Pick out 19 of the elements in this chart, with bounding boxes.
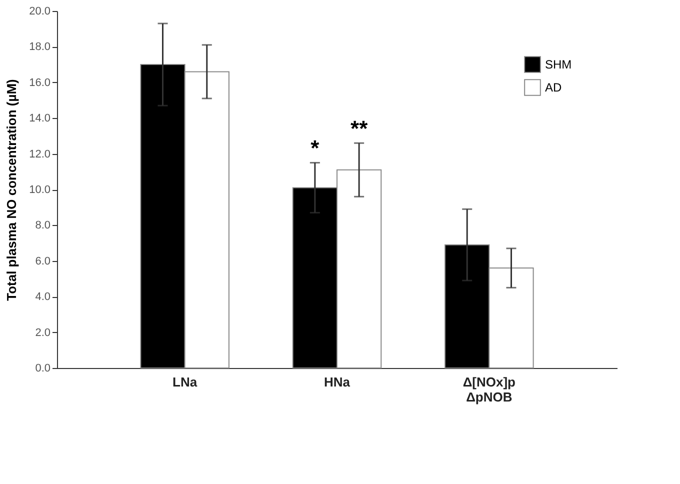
y-tick-label: 20.0 [29, 6, 50, 18]
y-tick-label: 18.0 [29, 41, 50, 54]
x-tick-label: Δ[NOx]p ΔpNOB [462, 374, 516, 404]
y-tick-label: 12.0 [29, 148, 50, 160]
y-tick-label: 10.0 [29, 184, 50, 196]
annotation: * [310, 136, 320, 161]
y-tick-label: 16.0 [29, 76, 50, 89]
y-tick-label: 8.0 [35, 220, 50, 232]
legend-label: AD [545, 80, 562, 94]
x-tick-label: LNa [172, 374, 198, 390]
y-tick-label: 4.0 [35, 291, 50, 304]
y-axis-title: Total plasma NO concentration (µM) [4, 79, 20, 301]
annotation: ** [350, 116, 368, 142]
y-tick-label: 6.0 [35, 255, 50, 268]
y-tick-label: 0.0 [35, 362, 50, 374]
y-tick-label: 2.0 [35, 326, 50, 339]
y-tick-label: 14.0 [29, 112, 50, 125]
x-tick-label: HNa [324, 374, 351, 390]
legend-label: SHM [545, 58, 572, 72]
